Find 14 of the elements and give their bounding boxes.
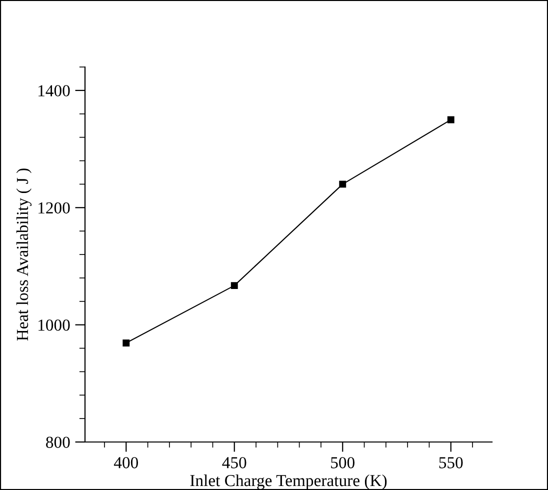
x-tick-label: 450: [222, 457, 246, 468]
x-axis-title: Inlet Charge Temperature (K): [190, 474, 387, 490]
y-tick-label: 1400: [38, 85, 70, 96]
point: [122, 340, 130, 346]
point: [447, 116, 454, 124]
x-tick-label: 550: [439, 457, 463, 468]
y-axis-title: Heat loss Availability ( J ): [16, 168, 32, 341]
x-tick-label: 400: [114, 457, 138, 468]
x-tick-label: 500: [331, 457, 354, 468]
point: [230, 282, 238, 290]
y-tick-label: 1200: [38, 202, 70, 214]
y-tick-label: 800: [46, 436, 70, 448]
y-tick-label: 1000: [38, 320, 70, 331]
point: [339, 180, 346, 188]
